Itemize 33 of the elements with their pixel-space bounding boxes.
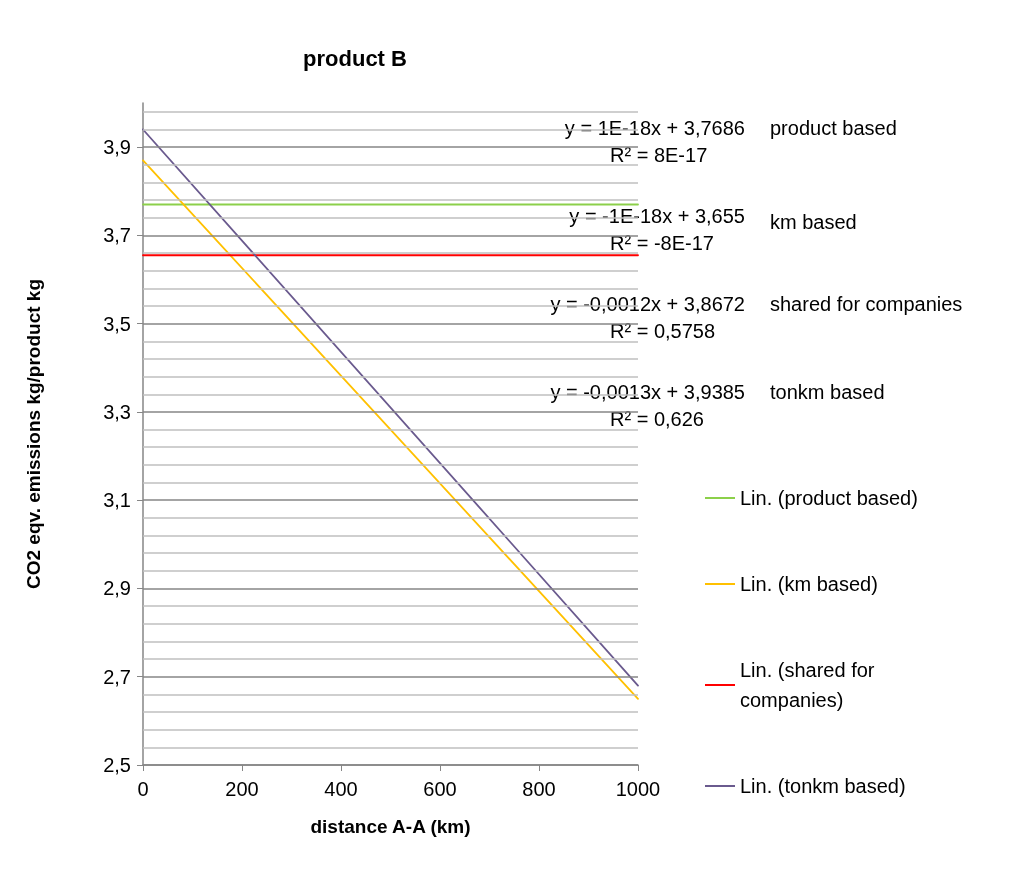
x-tick-label: 0 (137, 778, 149, 800)
text: product based (770, 117, 897, 139)
chart-title: product B (303, 45, 407, 71)
annotation: y = 1E-18x + 3,7686 (564, 117, 745, 139)
y-tick-label: 3,1 (103, 489, 131, 512)
annotation: R² = 0,626 (610, 408, 704, 430)
x-tick-label: 1000 (615, 778, 661, 800)
annotation: R² = 0,5758 (610, 320, 716, 342)
annotation: y = -1E-18x + 3,655 (569, 205, 745, 227)
legend-label: Lin. (product based) (740, 487, 918, 509)
annotation: R² = 8E-17 (610, 144, 708, 166)
y-tick-label: 3,7 (103, 224, 131, 247)
x-tick-label: 600 (423, 778, 457, 800)
x-axis-title: distance A-A (km) (310, 816, 471, 837)
y-axis-title: CO2 eqv. emissions kg/product kg (23, 278, 44, 590)
legend-label: Lin. (km based) (740, 573, 878, 595)
y-tick-label: 2,9 (103, 577, 131, 600)
text: shared for companies (770, 293, 963, 315)
y-tick-label: 2,7 (103, 665, 131, 688)
x-tick-label: 200 (225, 778, 259, 800)
y-tick-label: 3,9 (103, 136, 131, 159)
x-tick-label: 400 (324, 778, 358, 800)
annotation: y = -0,0013x + 3,9385 (550, 381, 745, 403)
text: km based (770, 211, 857, 233)
legend-label: Lin. (tonkm based) (740, 775, 906, 797)
y-tick-label: 2,5 (103, 754, 131, 776)
y-tick-label: 3,3 (103, 400, 131, 423)
annotation: R² = -8E-17 (610, 232, 714, 254)
y-tick-label: 3,5 (103, 312, 131, 335)
annotation: y = -0,0012x + 3,8672 (550, 293, 745, 315)
x-tick-label: 800 (522, 778, 556, 800)
legend-label: Lin. (shared for companies) (740, 659, 881, 711)
text: tonkm based (770, 381, 885, 403)
